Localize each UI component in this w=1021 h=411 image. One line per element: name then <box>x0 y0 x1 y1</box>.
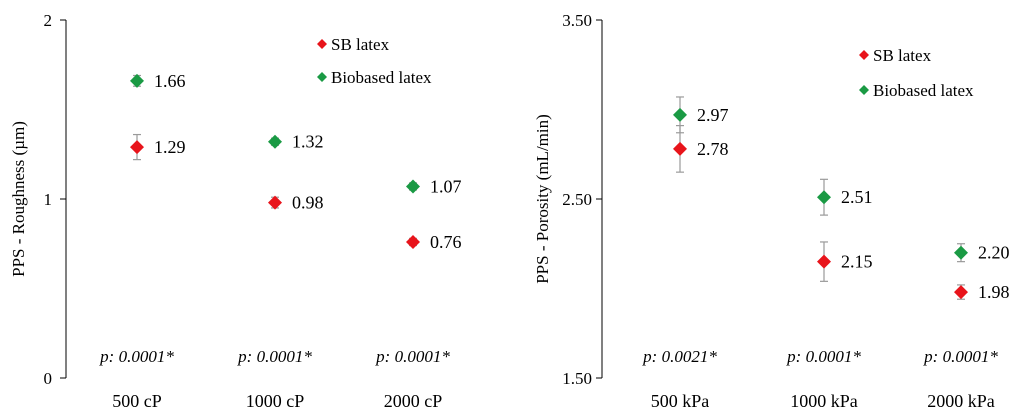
y-tick-label: 1.50 <box>562 369 592 388</box>
data-point-biobased <box>954 246 968 260</box>
legend-entry: Biobased latex <box>331 68 432 87</box>
data-label: 2.78 <box>697 139 729 159</box>
x-category-label: 500 cP <box>112 391 162 411</box>
p-value-label: p: 0.0001* <box>923 347 998 366</box>
data-label: 0.98 <box>292 193 324 213</box>
data-label: 1.29 <box>154 137 186 157</box>
data-label: 1.07 <box>430 176 462 196</box>
y-axis-label: PPS - Roughness (µm) <box>9 121 28 277</box>
x-category-label: 2000 kPa <box>927 391 995 411</box>
data-label: 2.15 <box>841 252 873 272</box>
data-point-sb <box>406 235 420 249</box>
legend-marker <box>859 85 869 95</box>
legend-marker <box>317 72 327 82</box>
p-value-label: p: 0.0001* <box>237 347 312 366</box>
data-point-biobased <box>673 108 687 122</box>
data-label: 1.98 <box>978 282 1010 302</box>
data-point-biobased <box>406 179 420 193</box>
x-category-label: 2000 cP <box>384 391 443 411</box>
legend-entry: SB latex <box>873 46 932 65</box>
x-category-label: 1000 kPa <box>790 391 858 411</box>
data-point-biobased <box>130 74 144 88</box>
p-value-label: p: 0.0001* <box>99 347 174 366</box>
chart-panel-2: 1.50 2.50 3.50 PPS - Porosity (mL/min) 500 k… <box>533 11 1010 411</box>
data-label: 1.66 <box>154 71 186 91</box>
data-label: 2.97 <box>697 105 729 125</box>
x-category-label: 1000 cP <box>246 391 305 411</box>
data-point-sb <box>817 255 831 269</box>
data-point-biobased <box>268 135 282 149</box>
y-tick-label: 2 <box>44 11 53 30</box>
p-value-label: p: 0.0001* <box>375 347 450 366</box>
legend-marker <box>317 39 327 49</box>
data-label: 2.20 <box>978 243 1010 263</box>
y-axis-label: PPS - Porosity (mL/min) <box>533 114 552 284</box>
legend-entry: Biobased latex <box>873 81 974 100</box>
y-tick-label: 1 <box>44 190 53 209</box>
legend-marker <box>859 50 869 60</box>
chart-panel-1: 0 1 2 PPS - Roughness (µm) 500 cP 1000 cP 2000… <box>9 11 462 411</box>
data-point-sb <box>268 196 282 210</box>
p-value-label: p: 0.0021* <box>642 347 717 366</box>
y-tick-label: 2.50 <box>562 190 592 209</box>
data-point-sb <box>130 140 144 154</box>
data-label: 0.76 <box>430 232 462 252</box>
data-label: 2.51 <box>841 187 873 207</box>
y-tick-label: 3.50 <box>562 11 592 30</box>
data-point-sb <box>954 285 968 299</box>
legend-entry: SB latex <box>331 35 390 54</box>
x-category-label: 500 kPa <box>651 391 710 411</box>
p-value-label: p: 0.0001* <box>786 347 861 366</box>
data-point-biobased <box>817 190 831 204</box>
data-point-sb <box>673 142 687 156</box>
y-tick-label: 0 <box>44 369 53 388</box>
data-label: 1.32 <box>292 132 324 152</box>
